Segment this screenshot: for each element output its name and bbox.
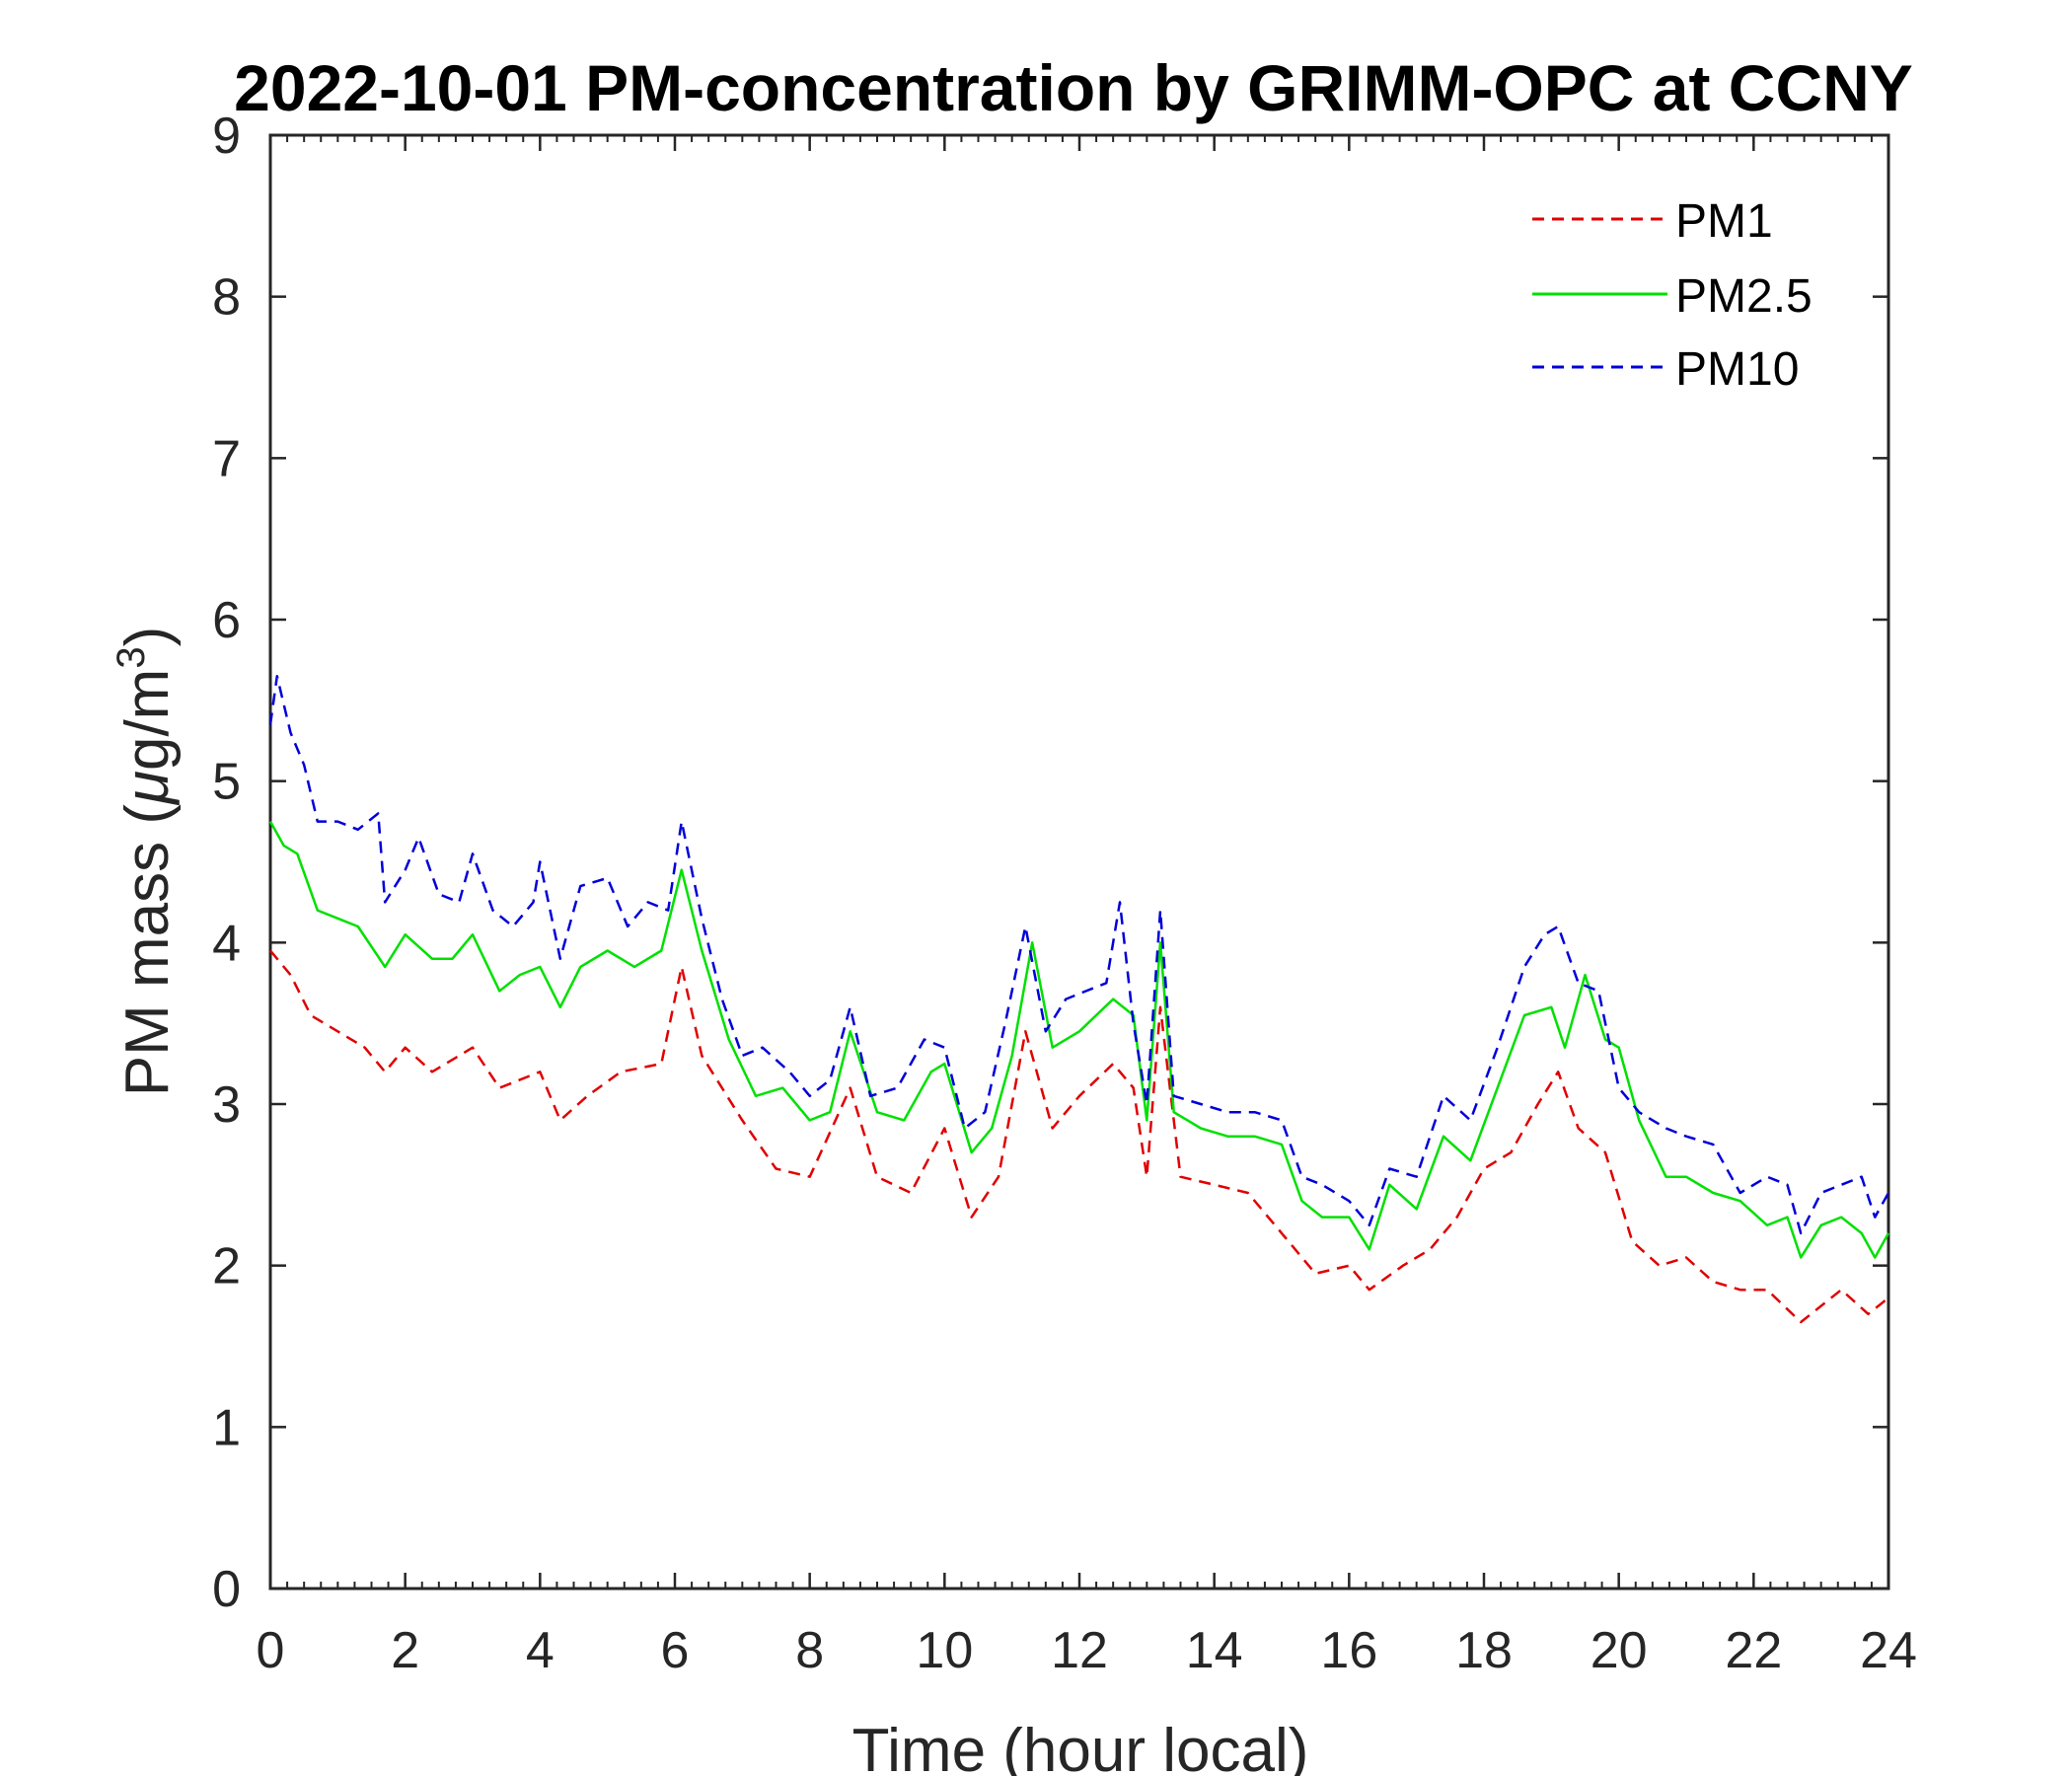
y-tick-label: 3 (212, 1076, 241, 1134)
x-tick-label: 16 (1320, 1622, 1377, 1679)
x-tick-label: 20 (1591, 1622, 1648, 1679)
legend-label-pm2-5: PM2.5 (1675, 270, 1813, 323)
y-axis-label-unit: g/m (113, 669, 182, 771)
y-axis-ticks: 0 1 2 3 4 5 6 7 8 9 (212, 108, 1888, 1618)
series-line-pm1 (269, 949, 1889, 1324)
x-tick-label: 10 (916, 1622, 973, 1679)
x-tick-label: 14 (1186, 1622, 1243, 1679)
plot-area (268, 133, 1890, 1591)
x-tick-label: 12 (1051, 1622, 1108, 1679)
chart-title: 2022-10-01 PM-concentration by GRIMM-OPC… (234, 51, 1913, 124)
y-tick-label: 8 (212, 269, 241, 327)
x-tick-label: 0 (257, 1622, 285, 1679)
y-tick-label: 9 (212, 108, 241, 165)
x-tick-label: 8 (795, 1622, 824, 1679)
legend-label-pm10: PM10 (1675, 343, 1799, 396)
y-tick-label: 2 (212, 1238, 241, 1295)
x-tick-label: 24 (1860, 1622, 1917, 1679)
x-tick-label: 18 (1455, 1622, 1513, 1679)
y-axis-label-suffix: ) (113, 627, 182, 647)
x-tick-label: 2 (391, 1622, 419, 1679)
series-line-pm10 (268, 675, 1890, 1235)
y-tick-label: 6 (212, 592, 241, 649)
x-tick-label: 6 (661, 1622, 690, 1679)
series-lines (268, 675, 1890, 1324)
y-tick-label: 4 (212, 915, 241, 972)
y-axis-label-superscript: 3 (110, 646, 153, 668)
x-axis-ticks: 0 2 4 6 8 10 12 14 16 18 20 22 24 (257, 135, 1917, 1679)
x-tick-label: 4 (526, 1622, 555, 1679)
y-axis-label-prefix: PM mass ( (113, 804, 182, 1097)
y-axis-label: PM mass (μg/m3) (110, 627, 182, 1096)
x-tick-label: 22 (1725, 1622, 1782, 1679)
legend: PM1 PM2.5 PM10 (1532, 195, 1813, 396)
y-axis-label-mu: μ (113, 771, 182, 806)
y-tick-label: 1 (212, 1399, 241, 1456)
y-tick-label: 5 (212, 754, 241, 811)
legend-label-pm1: PM1 (1675, 195, 1773, 248)
x-axis-label: Time (hour local) (852, 1717, 1309, 1776)
y-tick-label: 7 (212, 430, 241, 487)
y-tick-label: 0 (212, 1561, 241, 1618)
